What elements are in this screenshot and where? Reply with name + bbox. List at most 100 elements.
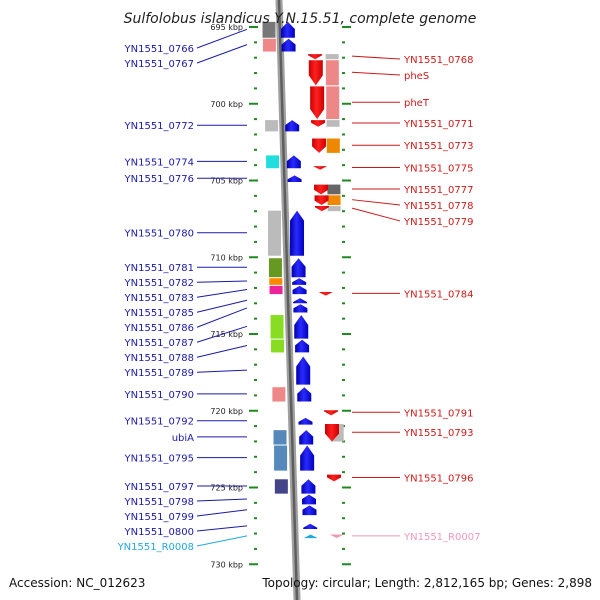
minor-tick-left xyxy=(254,532,257,535)
minor-tick-left xyxy=(254,271,257,274)
position-tick-label: 695 kbp xyxy=(210,23,243,32)
gene-arrow-left xyxy=(293,304,308,313)
minor-tick-left xyxy=(254,455,257,458)
gene-label-left: YN1551_0776 xyxy=(124,174,195,185)
leader-line-right xyxy=(351,207,401,222)
minor-tick-right xyxy=(342,240,345,243)
minor-tick-left xyxy=(254,440,257,443)
gene-label-left: YN1551_0785 xyxy=(124,308,195,319)
minor-tick-right xyxy=(342,118,345,121)
gene-arrow-left xyxy=(302,505,317,516)
gene-arrow-left xyxy=(292,278,307,285)
gene-arrow-right xyxy=(308,60,323,86)
gene-label-left: YN1551_0786 xyxy=(124,323,195,334)
major-tick-left xyxy=(249,102,258,105)
minor-tick-left xyxy=(254,302,257,305)
gene-label-right: YN1551_R0007 xyxy=(403,532,480,543)
gene-arrow-right xyxy=(308,54,323,60)
cog-block-left xyxy=(269,278,283,285)
minor-tick-left xyxy=(254,148,257,151)
rna-feature-left xyxy=(303,534,318,539)
leader-line-left xyxy=(196,509,248,517)
minor-tick-right xyxy=(342,133,345,136)
minor-tick-left xyxy=(254,72,257,75)
leader-line-left xyxy=(196,299,248,313)
minor-tick-right xyxy=(342,379,345,382)
gene-label-left: ubiA xyxy=(172,433,194,444)
gene-arrow-left xyxy=(286,155,301,169)
gene-label-right: YN1551_0768 xyxy=(403,55,474,66)
major-tick-right xyxy=(342,179,351,182)
minor-tick-left xyxy=(254,394,257,397)
cog-block-right xyxy=(325,60,339,86)
gene-arrow-left xyxy=(293,298,308,304)
minor-tick-right xyxy=(342,517,345,520)
gene-label-right: pheS xyxy=(404,71,429,82)
gene-arrow-left xyxy=(302,494,317,505)
gene-label-left: YN1551_0767 xyxy=(124,59,195,70)
major-tick-left xyxy=(249,26,258,28)
gene-arrow-right xyxy=(313,166,328,170)
leader-line-left xyxy=(196,525,248,532)
minor-tick-right xyxy=(342,225,345,228)
cog-block-right xyxy=(327,195,341,206)
gene-label-left: YN1551_0788 xyxy=(124,353,195,364)
gene-arrow-right xyxy=(318,292,333,296)
leader-line-left xyxy=(196,498,248,502)
minor-tick-right xyxy=(342,363,345,366)
position-tick-label: 705 kbp xyxy=(210,177,243,186)
major-tick-left xyxy=(249,179,258,182)
minor-tick-left xyxy=(254,317,257,320)
gene-arrow-right xyxy=(327,474,342,482)
gene-label-left: YN1551_0795 xyxy=(124,454,195,465)
gene-labels: YN1551_0766 YN1551_0767 YN1551_0772 YN1551_… xyxy=(117,28,480,553)
gene-label-right: YN1551_0784 xyxy=(403,289,474,300)
gene-label-right: YN1551_0771 xyxy=(403,119,474,130)
cog-block-right xyxy=(326,86,340,120)
gene-arrow-left xyxy=(303,523,318,529)
minor-tick-left xyxy=(254,194,257,197)
leader-line-left xyxy=(196,325,248,343)
major-tick-right xyxy=(342,333,351,335)
minor-tick-right xyxy=(342,56,345,59)
minor-tick-left xyxy=(254,425,257,428)
minor-tick-left xyxy=(254,379,257,382)
minor-tick-left xyxy=(254,517,257,520)
gene-label-left: YN1551_0797 xyxy=(124,482,195,493)
cog-block-left xyxy=(268,210,282,256)
minor-tick-right xyxy=(342,455,345,458)
minor-tick-right xyxy=(342,41,345,44)
gene-label-right: YN1551_0778 xyxy=(403,201,474,212)
minor-tick-right xyxy=(342,164,345,167)
gene-features xyxy=(262,21,344,539)
cog-block-right xyxy=(325,54,339,60)
position-tick-label: 725 kbp xyxy=(210,484,243,493)
cog-block-left xyxy=(268,258,282,278)
gene-label-right: YN1551_0793 xyxy=(403,428,474,439)
gene-label-left: YN1551_R0008 xyxy=(117,542,194,553)
gene-label-left: YN1551_0798 xyxy=(124,497,195,508)
gene-label-right: YN1551_0775 xyxy=(403,163,474,174)
gene-arrow-right xyxy=(311,120,326,127)
position-tick-label: 720 kbp xyxy=(210,407,243,416)
minor-tick-left xyxy=(254,118,257,121)
gene-label-left: YN1551_0800 xyxy=(124,527,195,538)
gene-arrow-left xyxy=(281,38,296,52)
position-ticks: 695 kbp 700 kbp 705 kbp 710 kbp 715 kbp 720 k… xyxy=(210,23,351,569)
gene-arrow-left xyxy=(301,479,316,494)
major-tick-left xyxy=(249,256,258,259)
gene-arrow-left xyxy=(299,430,314,445)
gene-arrow-right xyxy=(310,86,325,120)
map-title: Sulfolobus islandicus Y.N.15.51, complet… xyxy=(124,11,477,27)
minor-tick-right xyxy=(342,210,345,213)
gene-label-left: YN1551_0792 xyxy=(124,417,195,428)
cog-block-right xyxy=(327,206,341,212)
major-tick-right xyxy=(342,563,351,566)
gene-arrow-left xyxy=(297,387,312,402)
gene-label-right: YN1551_0791 xyxy=(403,408,474,419)
cog-block-left xyxy=(269,285,283,295)
major-tick-right xyxy=(342,102,351,105)
minor-tick-right xyxy=(342,317,345,320)
gene-label-right: pheT xyxy=(404,98,430,109)
